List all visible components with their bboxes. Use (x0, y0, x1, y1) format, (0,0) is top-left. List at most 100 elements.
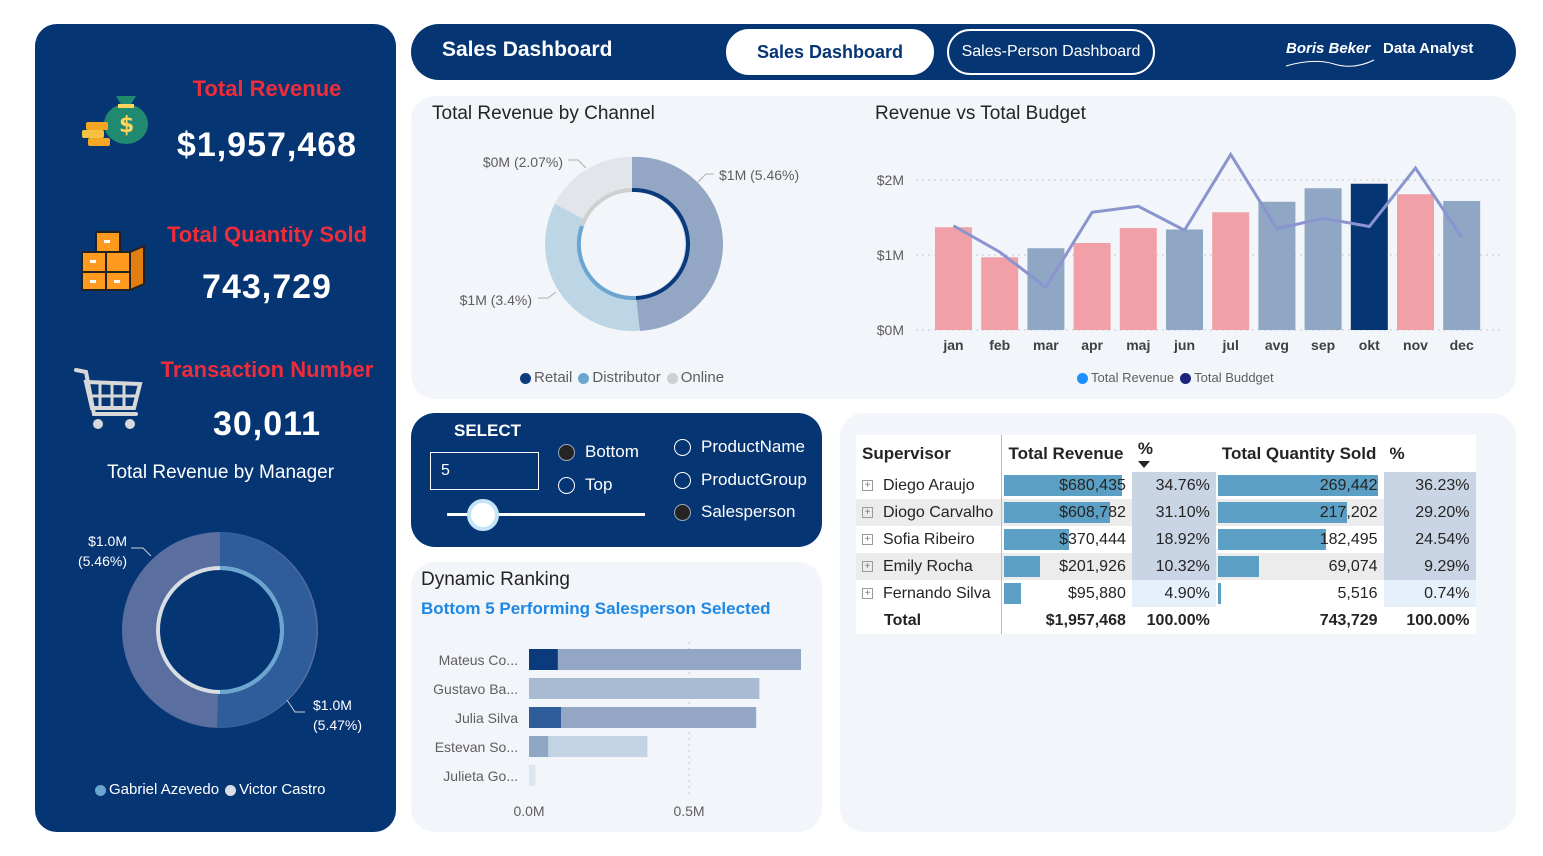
ranking-bar-4[interactable] (529, 765, 536, 786)
select-title: SELECT (454, 421, 522, 440)
expand-icon[interactable]: + (862, 587, 873, 599)
radio-product-name-dot[interactable] (674, 438, 691, 456)
table-row[interactable]: + Diogo Carvalho $608,782 31.10% 217,202 29.2… (856, 499, 1476, 526)
tab-sales-dashboard[interactable]: Sales Dashboard (726, 29, 934, 75)
table-row[interactable]: + Fernando Silva $95,880 4.90% 5,516 0.74% (856, 580, 1476, 607)
kpi-transactions-value: 30,011 (212, 405, 322, 443)
ranking-bar-inner-2[interactable] (529, 707, 561, 728)
legend-item-gabriel[interactable]: Gabriel Azevedo (95, 781, 219, 798)
legend-item-victor[interactable]: Victor Castro (225, 781, 326, 798)
table-total-row: Total $1,957,468 100.00% 743,729 100.00% (856, 607, 1476, 634)
x-tick-jul: jul (1222, 337, 1239, 353)
quantity-databar (1217, 556, 1259, 577)
donut-slice-victor (217, 532, 317, 729)
revenue-bar-sep[interactable] (1304, 188, 1342, 330)
kpi-transactions-title: Transaction Number (160, 357, 374, 382)
table-row[interactable]: + Sofia Ribeiro $370,444 18.92% 182,495 24.54… (856, 526, 1476, 553)
ranking-title: Dynamic Ranking (421, 569, 570, 590)
cell-total-quantity-pct: 100.00% (1406, 611, 1470, 629)
cell-revenue: $680,435 (1002, 472, 1132, 499)
legend-item-total-budget[interactable]: Total Buddget (1180, 370, 1274, 385)
ranking-bar-inner-3[interactable] (529, 736, 549, 757)
radio-product-group-dot[interactable] (674, 471, 691, 489)
channel-label-retail: $1M (5.46%) (719, 167, 799, 183)
revenue-bar-okt[interactable] (1350, 183, 1388, 330)
radio-top[interactable]: Top (558, 475, 612, 495)
channel-donut-chart: $0M (2.07%) $1M (5.46%) $1M (3.4%) (460, 154, 799, 331)
legend-item-online[interactable]: Online (666, 369, 724, 386)
expand-icon[interactable]: + (862, 560, 873, 572)
header-revenue-pct[interactable]: % (1131, 435, 1216, 472)
svg-text:$: $ (119, 113, 134, 138)
revenue-bar-feb[interactable] (981, 257, 1019, 330)
table-row[interactable]: + Emily Rocha $201,926 10.32% 69,074 9.29% (856, 553, 1476, 580)
x-tick-jan: jan (942, 337, 963, 353)
channel-legend: Retail Distributor Online (520, 369, 724, 386)
cell-quantity-pct: 36.23% (1383, 472, 1476, 499)
revenue-bar-jul[interactable] (1212, 212, 1250, 330)
revenue-bar-dec[interactable] (1443, 201, 1481, 330)
ranking-bar-inner-0[interactable] (529, 649, 558, 670)
ranking-bar-3[interactable] (529, 736, 648, 757)
cell-revenue-pct: 4.90% (1131, 580, 1216, 607)
cell-supervisor: + Sofia Ribeiro (856, 526, 1003, 553)
x-tick-mar: mar (1033, 337, 1059, 353)
cell-quantity: 182,495 (1216, 526, 1384, 553)
x-tick-05m: 0.5M (673, 803, 704, 819)
budget-chart-title: Revenue vs Total Budget (875, 103, 1086, 124)
ranking-bar-2[interactable] (529, 707, 757, 728)
cell-supervisor: + Diego Araujo (856, 472, 1003, 499)
radio-top-dot[interactable] (558, 476, 575, 494)
header-quantity-pct[interactable]: % (1383, 435, 1476, 472)
x-tick-sep: sep (1311, 337, 1335, 353)
revenue-bar-maj[interactable] (1119, 228, 1157, 330)
radio-salesperson[interactable]: Salesperson (674, 502, 796, 522)
supervisor-table-wrap: Supervisor Total Revenue % Total Quantit… (856, 435, 1476, 634)
legend-item-distributor[interactable]: Distributor (578, 369, 661, 386)
expand-icon[interactable]: + (862, 506, 873, 518)
cell-supervisor: + Diogo Carvalho (856, 499, 1003, 526)
header-total-quantity[interactable]: Total Quantity Sold (1215, 435, 1384, 472)
legend-item-retail[interactable]: Retail (520, 369, 572, 386)
ranking-bar-chart: Mateus Co... Gustavo Ba... Julia Silva Este… (433, 642, 801, 819)
header-total-revenue[interactable]: Total Revenue (1001, 435, 1132, 472)
legend-item-total-revenue[interactable]: Total Revenue (1077, 370, 1174, 385)
tab-sales-person-dashboard[interactable]: Sales-Person Dashboard (947, 29, 1155, 75)
money-bag-icon: $ (82, 96, 148, 146)
ranking-label-0: Mateus Co... (439, 652, 518, 668)
radio-bottom[interactable]: Bottom (558, 442, 639, 462)
radio-product-group[interactable]: ProductGroup (674, 470, 807, 490)
cell-supervisor: + Fernando Silva (856, 580, 1003, 607)
ranking-bar-1[interactable] (529, 678, 760, 699)
radio-product-name[interactable]: ProductName (674, 437, 805, 457)
table-row[interactable]: + Diego Araujo $680,435 34.76% 269,442 36.23% (856, 472, 1476, 499)
manager-label-bottom-value: $1.0M (313, 697, 352, 713)
rank-slider-track[interactable] (447, 513, 645, 516)
ranking-bar-0[interactable] (529, 649, 801, 670)
expand-icon[interactable]: + (862, 479, 873, 491)
revenue-bar-avg[interactable] (1258, 201, 1296, 330)
cell-revenue-pct: 34.76% (1131, 472, 1216, 499)
ranking-subtitle: Bottom 5 Performing Salesperson Selected (421, 599, 771, 618)
expand-icon[interactable]: + (862, 533, 873, 545)
budget-line (952, 151, 1463, 290)
y-tick-0m: $0M (877, 322, 904, 338)
radio-bottom-dot[interactable] (558, 443, 575, 461)
ranking-label-1: Gustavo Ba... (433, 681, 518, 697)
channel-chart-title: Total Revenue by Channel (432, 103, 655, 124)
boxes-icon (81, 231, 145, 292)
cell-revenue-pct: 18.92% (1131, 526, 1216, 553)
revenue-bar-apr[interactable] (1073, 243, 1111, 330)
header-supervisor[interactable]: Supervisor (856, 435, 1003, 472)
x-tick-avg: avg (1265, 337, 1289, 353)
quantity-databar (1217, 475, 1378, 496)
radio-salesperson-dot[interactable] (674, 503, 691, 521)
revenue-databar (1004, 475, 1123, 496)
rank-count-input[interactable] (430, 452, 539, 490)
revenue-bar-nov[interactable] (1397, 194, 1434, 330)
ranking-label-3: Estevan So... (435, 739, 518, 755)
rank-slider-thumb[interactable] (466, 499, 499, 531)
revenue-bar-jan[interactable] (935, 227, 972, 330)
revenue-bar-jun[interactable] (1166, 229, 1203, 331)
kpi-revenue-title: Total Revenue (192, 76, 342, 101)
